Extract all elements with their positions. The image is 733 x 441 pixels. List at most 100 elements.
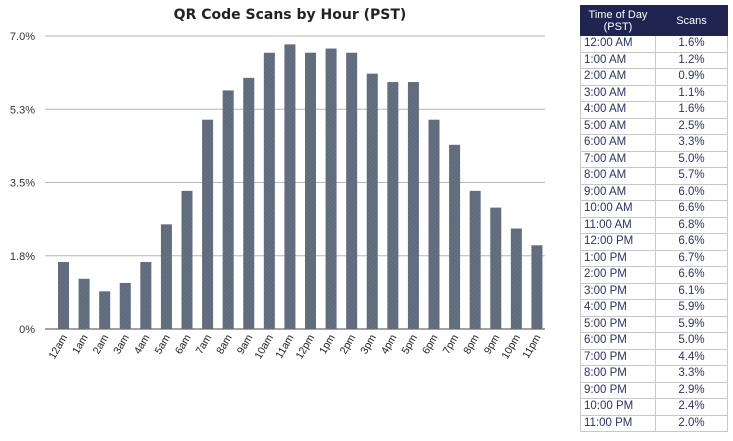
x-tick-label: 4pm <box>379 332 400 356</box>
x-tick-label: 10pm <box>499 332 523 361</box>
time-cell: 4:00 AM <box>580 101 656 119</box>
bar-texture <box>58 262 69 329</box>
bar-texture <box>140 262 152 329</box>
time-cell: 3:00 AM <box>580 84 656 102</box>
bar-texture <box>284 44 296 329</box>
data-table: Time of Day (PST) Scans 12:00 AM 1.6% 1:00… <box>580 5 728 432</box>
bar-texture <box>160 224 172 329</box>
table-row: 10:00 PM 2.4% <box>580 398 728 416</box>
table-row: 2:00 AM 0.9% <box>580 68 728 86</box>
bar-texture <box>449 144 461 329</box>
table-row: 7:00 AM 5.0% <box>580 150 728 168</box>
table-row: 10:00 AM 6.6% <box>580 200 728 218</box>
time-cell: 5:00 PM <box>580 315 656 333</box>
time-cell: 9:00 AM <box>580 183 656 201</box>
bar-texture <box>366 73 378 330</box>
bar-texture <box>202 119 214 329</box>
table-row: 8:00 PM 3.3% <box>580 365 728 383</box>
table-row: 11:00 PM 2.0% <box>580 414 728 432</box>
y-tick-label: 1.8% <box>10 251 35 263</box>
header-time: Time of Day (PST) <box>580 5 656 36</box>
bar-texture <box>99 291 111 329</box>
table-row: 9:00 PM 2.9% <box>580 381 728 399</box>
x-tick-label: 12am <box>47 332 71 361</box>
scans-cell: 5.0% <box>655 332 728 350</box>
time-cell: 6:00 PM <box>580 332 656 350</box>
time-cell: 8:00 AM <box>580 167 656 185</box>
scans-cell: 2.0% <box>655 414 728 432</box>
bar-texture <box>387 82 399 330</box>
x-tick-label: 9pm <box>482 332 503 356</box>
time-cell: 1:00 AM <box>580 51 656 69</box>
scans-cell: 2.5% <box>655 117 728 135</box>
time-cell: 12:00 PM <box>580 233 656 251</box>
bar-texture <box>181 190 193 329</box>
x-tick-label: 2am <box>91 332 112 356</box>
table-row: 3:00 PM 6.1% <box>580 282 728 300</box>
x-tick-label: 1pm <box>317 332 338 356</box>
scans-cell: 5.7% <box>655 167 728 185</box>
scans-cell: 1.6% <box>655 101 728 119</box>
y-tick-label: 5.3% <box>10 104 35 116</box>
x-tick-label: 11pm <box>520 332 543 360</box>
scans-cell: 6.7% <box>655 249 728 267</box>
scans-cell: 6.6% <box>655 200 728 218</box>
scans-cell: 0.9% <box>655 68 728 86</box>
bar-texture <box>222 90 234 330</box>
x-tick-label: 5am <box>152 332 173 356</box>
table-row: 1:00 AM 1.2% <box>580 51 728 69</box>
table-row: 9:00 AM 6.0% <box>580 183 728 201</box>
x-tick-label: 2pm <box>338 332 359 356</box>
time-cell: 2:00 PM <box>580 266 656 284</box>
scans-cell: 2.4% <box>655 398 728 416</box>
time-cell: 11:00 PM <box>580 414 656 432</box>
bar-texture <box>243 77 255 329</box>
scans-cell: 6.1% <box>655 282 728 300</box>
table-row: 6:00 AM 3.3% <box>580 134 728 152</box>
time-cell: 12:00 AM <box>580 35 656 53</box>
table-row: 2:00 PM 6.6% <box>580 266 728 284</box>
table-header-row: Time of Day (PST) Scans <box>580 5 728 36</box>
time-cell: 7:00 AM <box>580 150 656 168</box>
x-tick-label: 3am <box>111 332 132 356</box>
time-cell: 5:00 AM <box>580 117 656 135</box>
bar-texture <box>510 228 522 329</box>
scans-cell: 3.3% <box>655 134 728 152</box>
x-tick-label: 6pm <box>420 332 441 356</box>
scans-cell: 5.0% <box>655 150 728 168</box>
x-tick-label: 7am <box>194 332 215 356</box>
table-row: 5:00 AM 2.5% <box>580 117 728 135</box>
x-tick-label: 5pm <box>399 332 420 356</box>
table-row: 4:00 PM 5.9% <box>580 299 728 317</box>
header-scans: Scans <box>655 5 728 36</box>
time-cell: 7:00 PM <box>580 348 656 366</box>
x-tick-label: 6am <box>173 332 194 356</box>
bar-texture <box>490 207 502 329</box>
y-tick-label: 3.5% <box>10 178 35 190</box>
x-tick-label: 3pm <box>358 332 379 356</box>
bar-texture <box>407 82 419 330</box>
scans-cell: 5.9% <box>655 299 728 317</box>
table-row: 3:00 AM 1.1% <box>580 84 728 102</box>
y-tick-label: 0% <box>19 324 35 336</box>
x-tick-label: 8pm <box>461 332 482 356</box>
bar-texture <box>325 48 337 330</box>
time-cell: 1:00 PM <box>580 249 656 267</box>
bar-texture <box>78 278 90 329</box>
time-cell: 10:00 PM <box>580 398 656 416</box>
scans-cell: 6.6% <box>655 233 728 251</box>
time-cell: 11:00 AM <box>580 216 656 234</box>
x-tick-label: 12pm <box>294 332 318 361</box>
scans-cell: 6.0% <box>655 183 728 201</box>
table-row: 12:00 AM 1.6% <box>580 35 728 53</box>
x-tick-label: 10am <box>252 332 276 361</box>
scans-cell: 4.4% <box>655 348 728 366</box>
time-cell: 6:00 AM <box>580 134 656 152</box>
bar-texture <box>119 282 131 329</box>
time-cell: 9:00 PM <box>580 381 656 399</box>
table-row: 6:00 PM 5.0% <box>580 332 728 350</box>
table-row: 11:00 AM 6.8% <box>580 216 728 234</box>
scans-cell: 6.6% <box>655 266 728 284</box>
chart-title: QR Code Scans by Hour (PST) <box>173 7 407 23</box>
bar-texture <box>531 245 543 329</box>
